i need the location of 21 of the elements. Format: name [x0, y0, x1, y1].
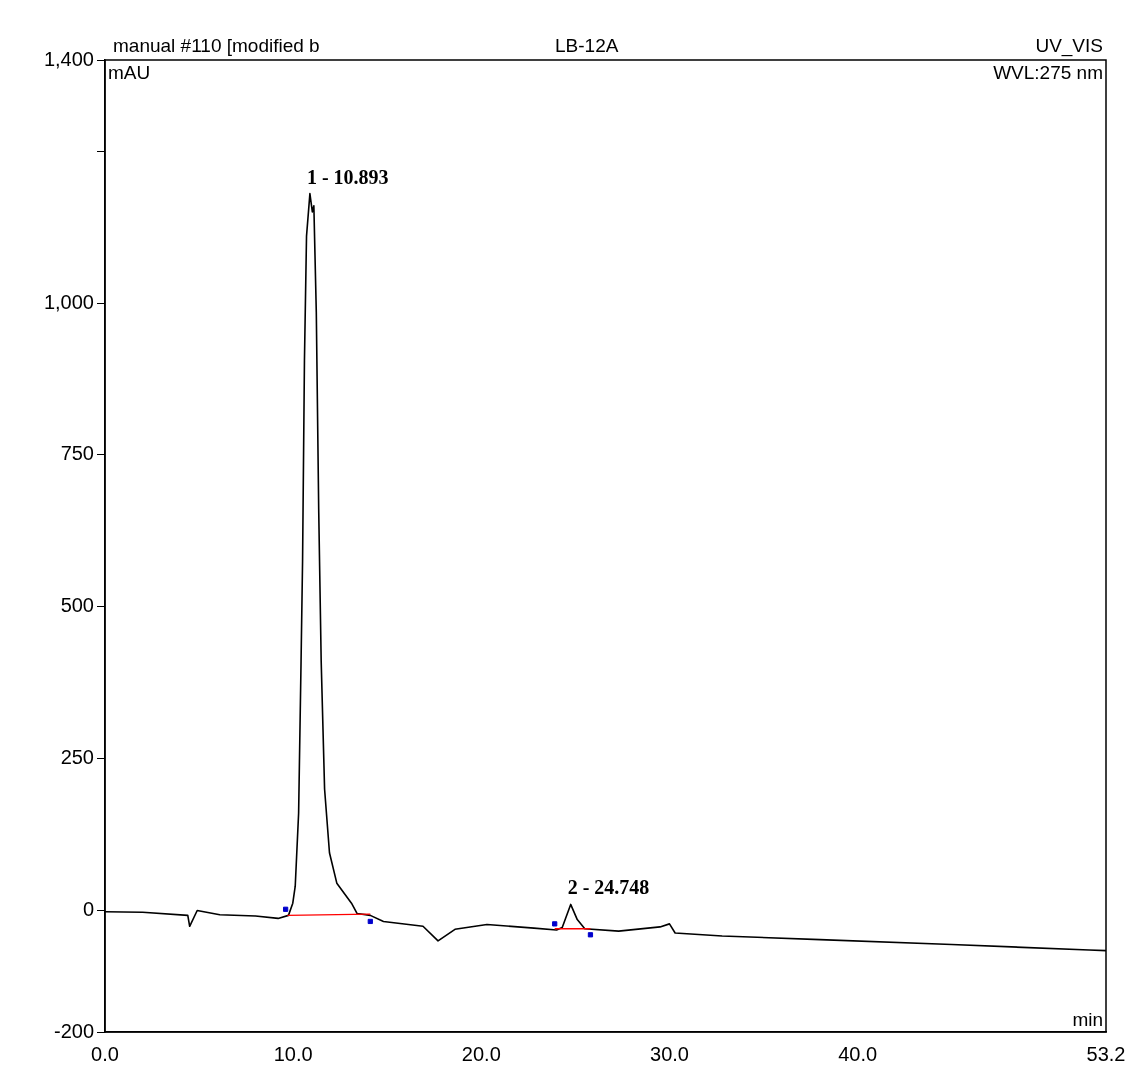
y-tick-label: 750 — [60, 442, 94, 465]
annotation: WVL:275 nm — [993, 62, 1103, 83]
y-tick-label: -200 — [53, 1019, 94, 1042]
x-tick-label: 30.0 — [650, 1042, 689, 1065]
x-axis-title: min — [1072, 1009, 1103, 1030]
x-tick-label: 53.2 — [1086, 1042, 1126, 1065]
chart-title: manual #110 [modified b — [113, 35, 320, 56]
x-tick-label: 10.0 — [273, 1042, 313, 1065]
x-tick-label: 0.0 — [91, 1042, 119, 1065]
y-tick-label: 1,400 — [43, 47, 94, 70]
x-tick-label: 40.0 — [838, 1042, 878, 1065]
text: UV_VIS — [1035, 35, 1103, 57]
y-tick-label: 500 — [60, 594, 94, 617]
chart-subtitle: LB-12A — [555, 35, 619, 56]
y-tick-label: 1,000 — [43, 290, 94, 313]
y-tick-label: 250 — [60, 746, 94, 769]
y-axis-title: mAU — [108, 62, 151, 83]
x-tick-label: 20.0 — [461, 1042, 501, 1065]
annotation: 2 - 24.748 — [567, 876, 650, 899]
annotation: 1 - 10.893 — [306, 165, 389, 188]
y-tick-label: 0 — [82, 898, 94, 921]
